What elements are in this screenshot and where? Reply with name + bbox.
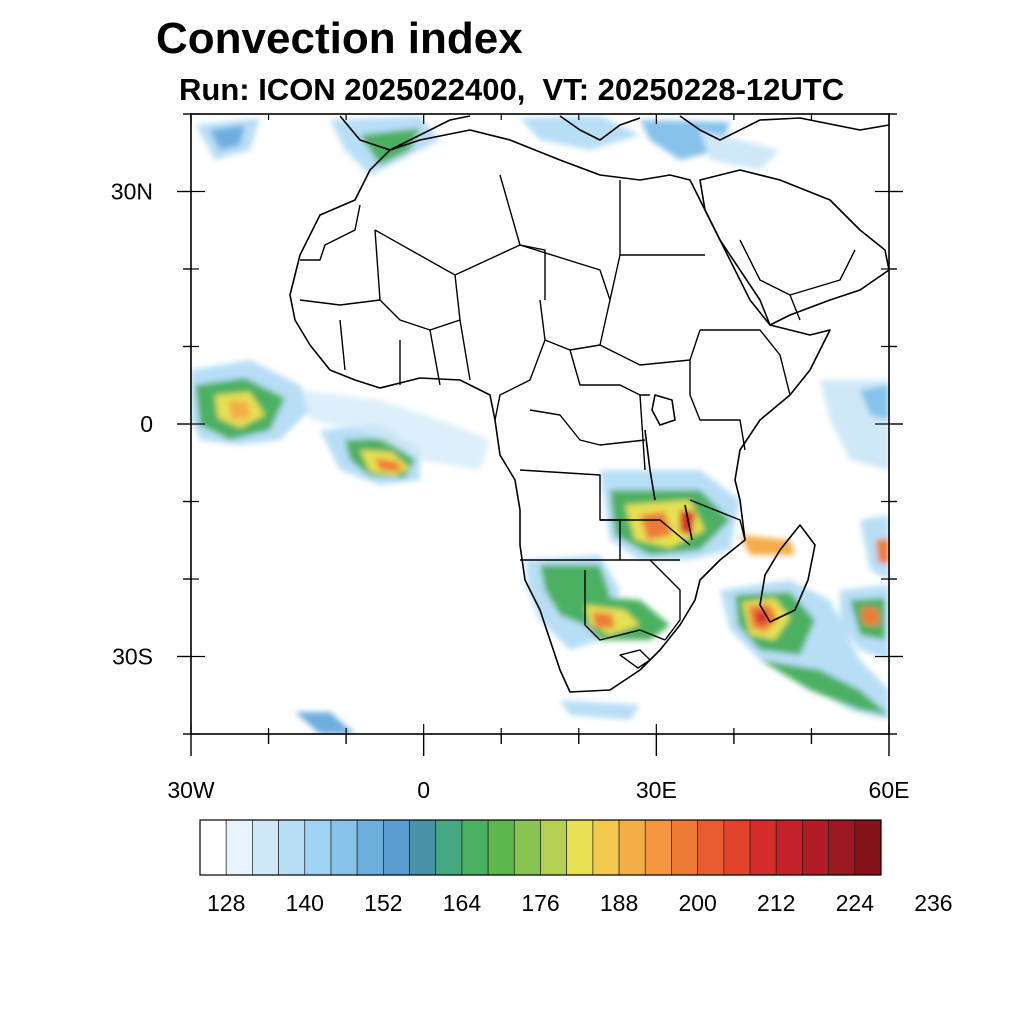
x-tick-label: 0 [417, 777, 430, 803]
madagascar-coastline [759, 524, 816, 623]
colorbar-label: 152 [364, 890, 402, 916]
colorbar-label: 212 [757, 890, 795, 916]
arabia-coastline [699, 169, 889, 326]
colorbar-box [252, 819, 279, 876]
lake-victoria [651, 394, 676, 426]
colorbar-labels: 128 140 152 164 176 188 200 212 224 236 [207, 890, 953, 916]
colorbar [199, 819, 882, 876]
colorbar-box [278, 819, 306, 876]
field-southern-africa [525, 470, 740, 720]
field-indian-ocean [720, 380, 889, 720]
colorbar-box [723, 819, 751, 876]
colorbar-label: 200 [678, 890, 716, 916]
colorbar-label: 188 [600, 890, 638, 916]
x-tick-label: 30E [636, 777, 677, 803]
africa-coastline [289, 129, 831, 693]
colorbar-label: 236 [914, 890, 952, 916]
colorbar-box [592, 819, 620, 876]
colorbar-box [540, 819, 568, 876]
colorbar-box [749, 819, 777, 876]
colorbar-box [513, 819, 541, 876]
convection-field [191, 116, 889, 734]
field-south-atlantic [295, 712, 355, 734]
colorbar-box [802, 819, 829, 876]
colorbar-label: 224 [836, 890, 875, 916]
colorbar-box [566, 819, 594, 876]
asia-minor-coastline [679, 115, 889, 141]
y-tick-label: 30S [112, 644, 153, 670]
colorbar-box [409, 819, 437, 876]
country-borders [299, 174, 856, 669]
colorbar-label: 128 [207, 890, 245, 916]
colorbar-box [225, 819, 253, 876]
axis-tick-labels: 30N 0 30S 30W 0 30E 60E [111, 179, 910, 804]
lake-tanganyika [644, 429, 656, 501]
colorbar-box [828, 819, 856, 876]
y-tick-label: 30N [111, 179, 153, 205]
europe-coastline-east [559, 115, 641, 141]
colorbar-box [671, 819, 699, 876]
colorbar-box [854, 819, 882, 876]
colorbar-box [330, 819, 358, 876]
colorbar-box [199, 819, 227, 876]
lake-malawi [684, 504, 693, 541]
colorbar-box [304, 819, 332, 876]
colorbar-label: 164 [443, 890, 482, 916]
axis-ticks [177, 113, 903, 756]
x-tick-label: 30W [167, 777, 215, 803]
colorbar-frame [199, 819, 882, 876]
colorbar-box [775, 819, 803, 876]
coastlines [289, 115, 889, 693]
colorbar-box [697, 819, 725, 876]
colorbar-box [461, 819, 489, 876]
colorbar-label: 176 [521, 890, 559, 916]
field-north [196, 116, 780, 175]
colorbar-box [382, 819, 410, 876]
y-tick-label: 0 [140, 411, 153, 437]
colorbar-box [644, 819, 672, 876]
colorbar-box [618, 819, 646, 876]
field-atlantic [191, 360, 490, 485]
chart-title: Convection index [156, 14, 523, 63]
chart-subtitle: Run: ICON 2025022400, VT: 20250228-12UTC [179, 72, 845, 107]
europe-coastline [339, 115, 471, 151]
colorbar-label: 140 [286, 890, 324, 916]
colorbar-box [487, 819, 515, 876]
x-tick-label: 60E [869, 777, 910, 803]
colorbar-box [435, 819, 463, 876]
colorbar-box [356, 819, 384, 876]
